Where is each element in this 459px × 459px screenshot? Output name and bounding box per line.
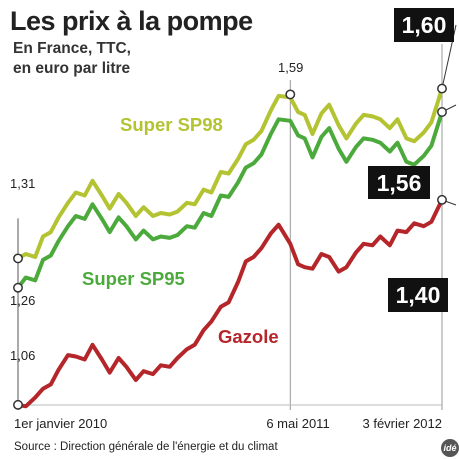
marker-sp95-end — [437, 107, 447, 117]
end-badge-gazole-bg — [388, 278, 448, 312]
source-note: Source : Direction générale de l'énergie… — [14, 441, 278, 453]
end-badge-sp95-label: 1,56 — [377, 170, 422, 196]
chart-subtitle-line-1: En France, TTC, — [13, 40, 131, 57]
marker-sp98-peak — [285, 89, 296, 100]
publisher-logo: idé — [441, 439, 459, 457]
annotation-sp98-peak: 1,59 — [278, 60, 303, 75]
x-tick-feb-2012: 3 février 2012 — [363, 416, 443, 431]
marker-sp95-start — [13, 282, 23, 293]
logo-circle — [441, 439, 459, 457]
series-label-sp95: Super SP95 — [82, 268, 185, 289]
end-badge-sp95: 1,56 — [368, 166, 430, 199]
end-badge-sp95-bg — [368, 166, 430, 199]
marker-sp98-end — [437, 83, 447, 94]
x-tick-may-2011: 6 mai 2011 — [266, 416, 329, 431]
marker-sp98-start — [13, 253, 23, 264]
series-label-gazole: Gazole — [218, 326, 279, 347]
logo-text: idé — [443, 443, 456, 453]
series-line-gazole — [16, 197, 444, 409]
end-badge-gazole: 1,40 — [388, 278, 448, 312]
annotation-sp95-start: 1,26 — [10, 293, 35, 308]
series-lines — [16, 86, 444, 409]
end-badge-sp98-bg — [394, 8, 454, 42]
chart-title: Les prix à la pompe — [10, 6, 253, 36]
annotation-sp98-start: 1,31 — [10, 176, 35, 191]
x-tick-start: 1er janvier 2010 — [14, 416, 107, 431]
markers — [13, 24, 457, 410]
marker-gazole-start — [13, 399, 23, 410]
series-label-sp98: Super SP98 — [120, 114, 223, 135]
end-badge-gazole-label: 1,40 — [396, 282, 441, 308]
marker-gazole-end — [437, 194, 447, 205]
end-badge-sp98: 1,60 — [394, 8, 454, 42]
guide-lines — [17, 44, 443, 410]
chart-subtitle-line-2: en euro par litre — [13, 60, 131, 77]
end-badge-sp98-label: 1,60 — [402, 12, 447, 38]
series-line-sp98 — [16, 86, 444, 261]
annotation-gazole-start: 1,06 — [10, 348, 35, 363]
series-line-sp95 — [16, 110, 444, 290]
